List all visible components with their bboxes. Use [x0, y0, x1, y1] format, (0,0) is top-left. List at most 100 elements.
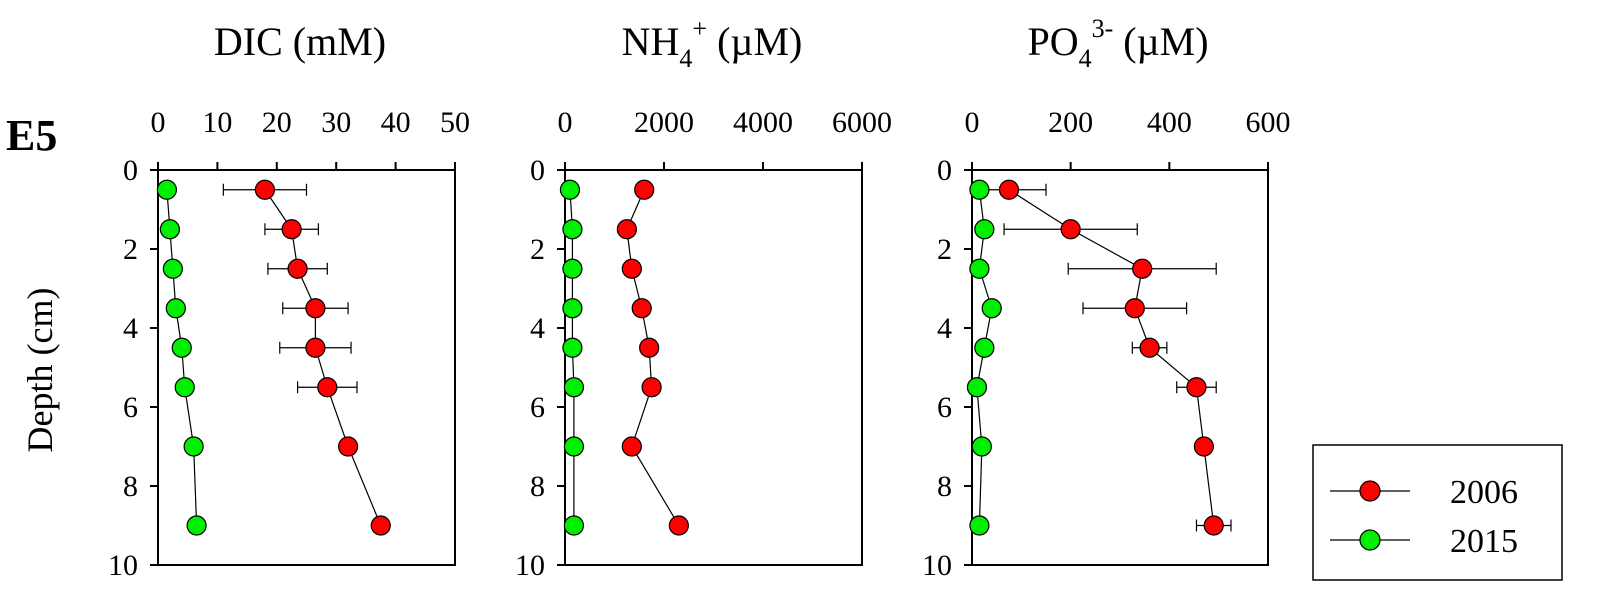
- panel-title-po4: PO43- (µM): [1027, 14, 1208, 73]
- legend-marker-2015: [1359, 529, 1381, 551]
- x-tick-label: 600: [1246, 106, 1291, 139]
- data-point-2006: [639, 337, 660, 358]
- x-tick-label: 2000: [634, 106, 694, 139]
- y-tick-label: 0: [123, 154, 138, 187]
- data-point-2006: [1186, 377, 1207, 398]
- data-point-2015: [171, 337, 192, 358]
- data-point-2006: [668, 515, 689, 536]
- panel-po4: PO43- (µM) 0 200 400 600 0 2 4 6 8 10: [922, 14, 1291, 582]
- y-tick-label: 8: [123, 470, 138, 503]
- data-point-2015: [969, 515, 990, 536]
- data-point-2006: [1139, 337, 1160, 358]
- y-tick-label: 10: [515, 549, 545, 582]
- data-point-2006: [305, 298, 326, 319]
- data-point-2006: [281, 219, 302, 240]
- data-point-2015: [974, 219, 995, 240]
- y-tick-label: 8: [937, 470, 952, 503]
- y-tick-label: 2: [123, 233, 138, 266]
- plot-frame-dic: [157, 169, 456, 566]
- y-tick-label: 0: [530, 154, 545, 187]
- data-point-2006: [337, 436, 359, 457]
- data-point-2006: [1124, 298, 1145, 319]
- y-tick-label: 4: [530, 312, 545, 345]
- data-point-2015: [562, 298, 583, 319]
- data-point-2015: [174, 377, 195, 398]
- data-point-2015: [562, 258, 583, 279]
- data-point-2015: [562, 219, 583, 240]
- data-point-2015: [971, 436, 992, 457]
- panel-nh4: NH4+ (µM) 0 2000 4000 6000 0 2 4 6 8 10: [515, 14, 892, 582]
- station-label: E5: [6, 111, 57, 160]
- x-tick-label: 40: [381, 106, 411, 139]
- legend-box: [1312, 444, 1563, 581]
- data-point-2015: [563, 515, 585, 536]
- y-axis-label: Depth (cm): [20, 288, 60, 453]
- x-tick-label: 4000: [733, 106, 793, 139]
- series-line-2006: [626, 189, 680, 526]
- data-point-2006: [634, 179, 655, 200]
- data-point-2006: [621, 258, 642, 279]
- data-point-2006: [1060, 219, 1081, 240]
- data-point-2015: [974, 337, 995, 358]
- x-tick-label: 0: [558, 106, 573, 139]
- x-tick-label: 30: [321, 106, 351, 139]
- x-tick-label: 20: [262, 106, 292, 139]
- panel-title-dic: DIC (mM): [214, 19, 386, 64]
- data-point-2015: [966, 377, 988, 398]
- x-tick-label: 50: [440, 106, 470, 139]
- y-tick-label: 4: [123, 312, 138, 345]
- x-tick-label: 400: [1147, 106, 1192, 139]
- plot-frame-nh4: [564, 169, 863, 566]
- y-tick-label: 8: [530, 470, 545, 503]
- data-point-2015: [162, 258, 183, 279]
- series-line-2006: [264, 189, 382, 526]
- data-point-2015: [969, 179, 990, 200]
- data-point-2015: [186, 515, 207, 536]
- y-tick-label: 10: [108, 549, 138, 582]
- data-point-2015: [969, 258, 990, 279]
- data-point-2006: [641, 377, 662, 398]
- data-point-2006: [1132, 258, 1153, 279]
- y-tick-label: 6: [123, 391, 138, 424]
- legend-marker-2006: [1359, 480, 1381, 502]
- y-tick-label: 0: [937, 154, 952, 187]
- data-point-2006: [287, 258, 308, 279]
- x-tick-label: 0: [965, 106, 980, 139]
- x-tick-label: 10: [202, 106, 232, 139]
- panel-dic: DIC (mM) 0 10 20 30 40 50 0 2 4 6 8 10: [108, 19, 470, 582]
- data-point-2006: [305, 337, 326, 358]
- data-point-2006: [631, 298, 652, 319]
- data-point-2006: [1193, 436, 1214, 457]
- data-point-2015: [981, 298, 1002, 319]
- legend-label-2015: 2015: [1450, 523, 1518, 560]
- data-point-2015: [562, 337, 583, 358]
- data-point-2015: [165, 298, 186, 319]
- data-point-2015: [559, 179, 581, 200]
- data-point-2006: [616, 219, 637, 240]
- data-point-2015: [563, 436, 585, 457]
- series-line-2006: [1008, 189, 1215, 526]
- data-point-2006: [317, 377, 338, 398]
- y-tick-label: 6: [530, 391, 545, 424]
- y-tick-label: 10: [922, 549, 952, 582]
- x-tick-label: 6000: [832, 106, 892, 139]
- panel-title-nh4: NH4+ (µM): [622, 14, 803, 73]
- x-tick-label: 200: [1048, 106, 1093, 139]
- legend-label-2006: 2006: [1450, 474, 1518, 511]
- plot-frame-po4: [971, 169, 1269, 566]
- data-point-2015: [563, 377, 585, 398]
- data-point-2006: [998, 179, 1020, 200]
- data-point-2006: [370, 515, 391, 536]
- data-point-2006: [254, 179, 276, 200]
- data-point-2006: [621, 436, 642, 457]
- y-tick-label: 2: [530, 233, 545, 266]
- data-point-2015: [156, 179, 178, 200]
- y-tick-label: 2: [937, 233, 952, 266]
- y-tick-label: 4: [937, 312, 952, 345]
- data-point-2015: [183, 436, 204, 457]
- x-tick-label: 0: [151, 106, 166, 139]
- data-point-2006: [1203, 515, 1224, 536]
- legend: 2006 2015: [1312, 444, 1563, 581]
- y-tick-label: 6: [937, 391, 952, 424]
